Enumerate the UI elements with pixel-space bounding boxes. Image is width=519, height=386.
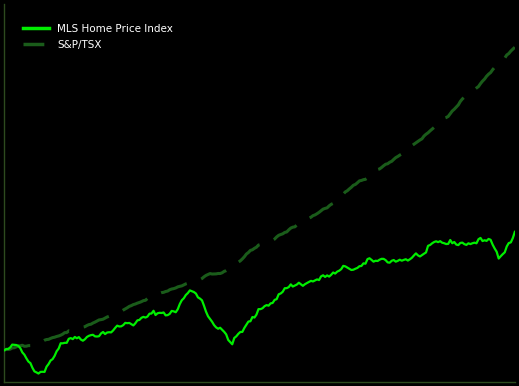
- Legend: MLS Home Price Index, S&P/TSX: MLS Home Price Index, S&P/TSX: [20, 21, 176, 53]
